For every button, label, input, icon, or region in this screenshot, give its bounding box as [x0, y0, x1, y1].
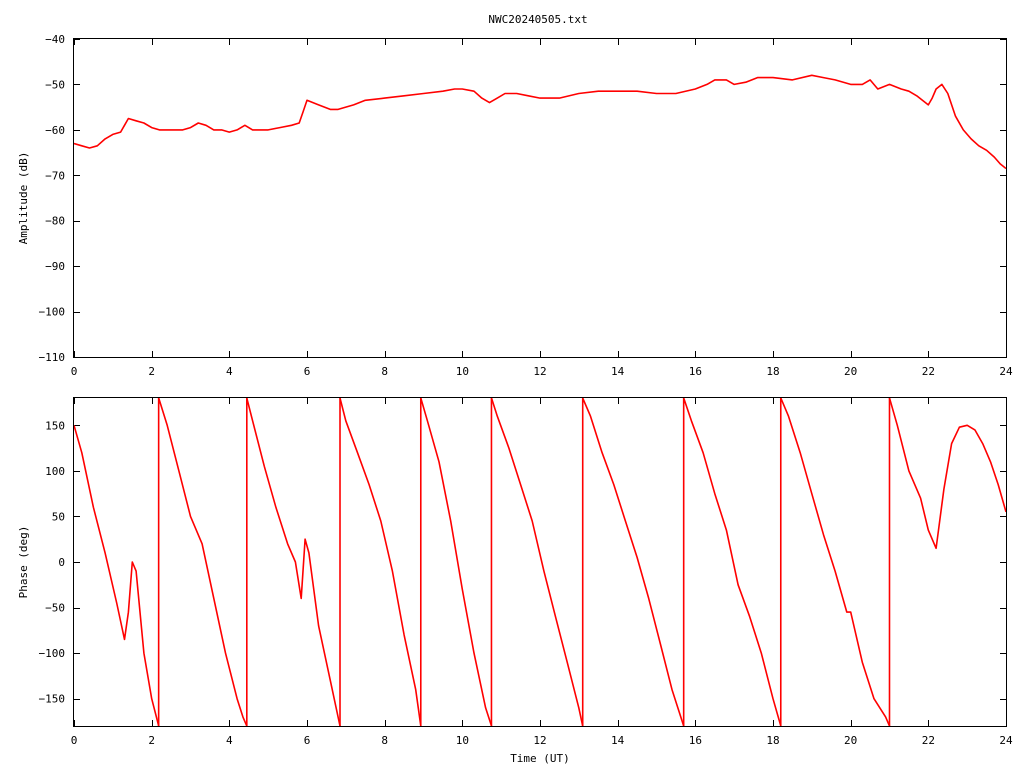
phase-y-axis-label: Phase (deg) — [17, 526, 30, 599]
amplitude-x-tick-label: 14 — [611, 365, 625, 378]
phase-x-tick-label: 14 — [611, 734, 625, 747]
amplitude-panel: Amplitude (dB) 0 2 4 6 8 10 12 14 16 18 20 22 24−110… — [17, 33, 1013, 378]
phase-y-tick-label: 0 — [58, 556, 65, 569]
phase-x-axis-label: Time (UT) — [510, 752, 570, 765]
phase-panel: Phase (deg) Time (UT) 0 2 4 6 8 10 12 14 16 18 20 2… — [17, 397, 1013, 765]
phase-series-line — [246, 398, 341, 726]
phase-series-line — [339, 398, 422, 726]
amplitude-y-tick-label: −110 — [39, 351, 66, 364]
amplitude-y-tick-label: −90 — [45, 260, 65, 273]
phase-series-line — [888, 398, 1006, 550]
phase-plot-frame — [73, 397, 1007, 727]
phase-series-line — [780, 398, 891, 726]
phase-x-tick-label: 8 — [381, 734, 388, 747]
amplitude-x-tick-label: 10 — [456, 365, 469, 378]
chart-title: NWC20240505.txt — [488, 13, 587, 26]
amplitude-x-tick-label: 24 — [999, 365, 1013, 378]
phase-x-tick-label: 2 — [148, 734, 155, 747]
amplitude-y-axis-label: Amplitude (dB) — [17, 152, 30, 245]
phase-x-tick-label: 12 — [533, 734, 546, 747]
phase-x-tick-label: 4 — [226, 734, 233, 747]
phase-series-line — [490, 398, 584, 726]
phase-x-tick-label: 6 — [304, 734, 311, 747]
phase-x-tick-label: 18 — [766, 734, 779, 747]
phase-y-tick-label: 150 — [45, 419, 65, 432]
phase-y-tick-label: −100 — [39, 647, 66, 660]
phase-series-line — [420, 398, 493, 726]
amplitude-x-tick-label: 8 — [381, 365, 388, 378]
phase-x-tick-label: 10 — [456, 734, 469, 747]
amplitude-x-tick-label: 4 — [226, 365, 233, 378]
amplitude-x-tick-label: 22 — [922, 365, 935, 378]
phase-series-line — [74, 425, 160, 726]
phase-series-line — [682, 398, 782, 726]
phase-y-tick-label: −150 — [39, 693, 66, 706]
amplitude-x-tick-label: 12 — [533, 365, 546, 378]
phase-series-line — [157, 398, 248, 726]
amplitude-y-tick-label: −40 — [45, 33, 65, 46]
phase-x-tick-label: 22 — [922, 734, 935, 747]
phase-y-tick-label: 50 — [52, 510, 65, 523]
amplitude-x-tick-label: 18 — [766, 365, 779, 378]
phase-x-tick-label: 20 — [844, 734, 857, 747]
phase-x-tick-label: 16 — [689, 734, 702, 747]
amplitude-y-tick-label: −60 — [45, 124, 65, 137]
phase-x-tick-label: 24 — [999, 734, 1013, 747]
amplitude-y-tick-label: −100 — [39, 306, 66, 319]
amplitude-x-tick-label: 16 — [689, 365, 702, 378]
amplitude-x-tick-label: 0 — [71, 365, 78, 378]
amplitude-y-tick-label: −50 — [45, 78, 65, 91]
phase-x-tick-label: 0 — [71, 734, 78, 747]
phase-y-tick-label: 100 — [45, 465, 65, 478]
amplitude-plot-frame — [73, 38, 1007, 358]
amplitude-x-tick-label: 2 — [148, 365, 155, 378]
amplitude-x-tick-label: 6 — [304, 365, 311, 378]
phase-series-line — [581, 398, 685, 726]
amplitude-y-tick-label: −70 — [45, 169, 65, 182]
amplitude-y-tick-label: −80 — [45, 215, 65, 228]
phase-y-tick-label: −50 — [45, 602, 65, 615]
amplitude-x-tick-label: 20 — [844, 365, 857, 378]
amplitude-series-line — [74, 74, 1006, 170]
